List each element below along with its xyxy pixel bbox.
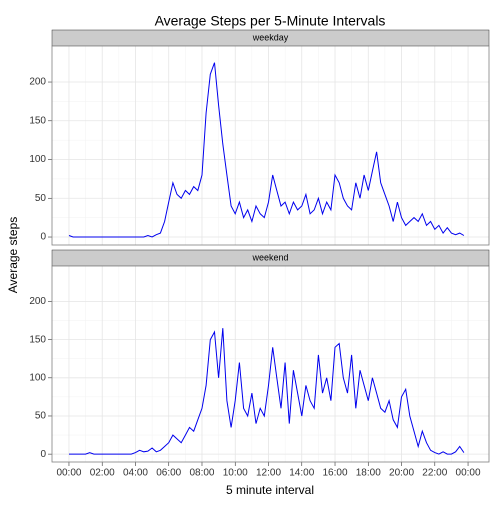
x-tick-label: 22:00 <box>422 468 447 479</box>
x-tick-label: 02:00 <box>90 468 115 479</box>
panel-border <box>51 45 490 246</box>
panel <box>52 46 489 245</box>
x-tick-label: 14:00 <box>289 468 314 479</box>
y-tick-label: 200 <box>29 296 46 307</box>
x-axis-label: 5 minute interval <box>226 483 314 497</box>
x-tick-label: 16:00 <box>323 468 348 479</box>
y-tick-label: 0 <box>40 232 46 243</box>
panel-border <box>51 265 490 463</box>
x-tick-label: 18:00 <box>356 468 381 479</box>
y-tick-label: 100 <box>29 154 46 165</box>
x-tick-label: 00:00 <box>456 468 481 479</box>
y-axis-label: Average steps <box>6 217 20 294</box>
x-tick-label: 08:00 <box>189 468 214 479</box>
y-tick-label: 50 <box>35 193 47 204</box>
x-tick-label: 20:00 <box>389 468 414 479</box>
line <box>69 328 465 455</box>
x-tick-label: 04:00 <box>123 468 148 479</box>
x-tick-label: 12:00 <box>256 468 281 479</box>
y-tick-label: 50 <box>35 411 47 422</box>
y-tick-label: 150 <box>29 334 46 345</box>
facet-label: weekend <box>251 252 288 262</box>
y-tick-label: 0 <box>40 449 46 460</box>
y-tick-label: 100 <box>29 372 46 383</box>
y-tick-label: 200 <box>29 77 46 88</box>
facet-label: weekday <box>252 32 289 42</box>
x-tick-label: 06:00 <box>156 468 181 479</box>
line <box>68 62 465 238</box>
y-tick-label: 150 <box>29 115 46 126</box>
x-tick-label: 00:00 <box>56 468 81 479</box>
x-tick-label: 10:00 <box>223 468 248 479</box>
chart-title: Average Steps per 5-Minute Intervals <box>155 13 386 29</box>
